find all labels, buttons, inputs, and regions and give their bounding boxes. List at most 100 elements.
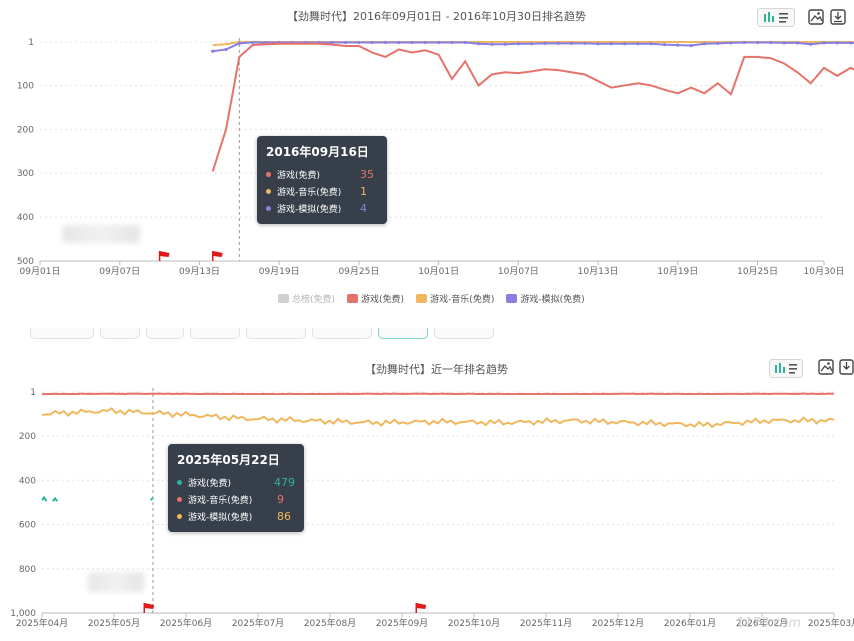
event-flag-icon [158,251,170,261]
legend-item[interactable]: 游戏-模拟(免费) [506,292,585,305]
y-tick-label: 400 [17,213,34,223]
chart1-title: 【劲舞时代】2016年09月01日 - 2016年10月30日排名趋势 [287,10,586,23]
y-tick-label: 200 [19,432,36,442]
x-tick-label: 2025年08月 [304,617,356,629]
data-point [437,40,441,45]
tab-pill[interactable] [100,328,140,339]
data-point [410,40,414,45]
legend-item[interactable]: 游戏(免费) [347,292,404,305]
data-point [782,41,786,45]
chart2-download[interactable] [838,358,854,376]
data-point [423,40,427,45]
data-point [742,40,746,45]
chart2-redacted-area [88,572,144,592]
event-flag-icon [415,603,427,613]
data-point [623,42,627,46]
image-save-icon [818,359,834,375]
x-tick-label: 2025年12月 [592,617,644,629]
x-tick-label: 2025年07月 [232,617,284,629]
series-line [52,496,59,502]
flag-cloth [144,603,155,609]
x-tick-label: 09月25日 [338,266,379,277]
legend-item[interactable]: 总榜(免费) [278,292,335,305]
x-tick-label: 2026年01月 [664,617,716,629]
data-point [251,40,255,45]
data-point [848,41,853,45]
flag-cloth [159,251,170,257]
tooltip-series-value: 9 [277,493,284,506]
y-tick-label: 300 [17,169,34,179]
x-tick-label: 2025年09月 [376,617,428,629]
data-point [383,40,388,45]
data-point [237,41,241,45]
tooltip-series-value: 479 [274,476,295,489]
chart1-bar-toggle[interactable] [757,8,795,27]
tooltip-row: 游戏-模拟(免费) 4 [266,200,378,217]
event-flag-icon [211,251,223,261]
tab-pill[interactable] [246,328,306,339]
series-dot-icon [177,480,182,485]
legend-swatch-icon [416,294,428,303]
period-tabs [30,328,494,339]
y-tick-label: 800 [19,565,36,575]
legend-item[interactable]: 游戏-音乐(免费) [416,292,494,305]
data-point [357,40,361,45]
y-tick-label: 1 [28,38,34,48]
data-point [689,43,693,48]
x-tick-label: 2025年11月 [520,617,572,629]
event-flag-icon [143,603,155,613]
x-tick-label: 10月13日 [578,266,619,277]
tab-pill[interactable] [30,328,94,339]
x-tick-label: 09月01日 [20,266,61,277]
chart2-save-image[interactable] [817,358,835,376]
tab-pill[interactable] [190,328,240,339]
data-point [716,41,720,45]
legend-swatch-icon [278,294,289,303]
chart2-title: 【劲舞时代】近一年排名趋势 [365,363,508,376]
x-tick-label: 2025年06月 [160,617,212,629]
x-tick-label: 10月30日 [804,266,845,277]
y-tick-label: 1 [30,388,36,398]
chart2-bar-toggle[interactable] [769,359,803,378]
download-icon [830,9,846,25]
data-point [596,42,600,46]
tooltip-series-label: 游戏-模拟(免费) [188,513,253,523]
series-dot-icon [266,206,271,211]
data-point [330,40,334,45]
data-point [822,41,826,45]
data-point [729,41,733,45]
y-tick-label: 1,000 [10,609,36,619]
chart1-download[interactable] [829,8,847,26]
data-point [569,41,574,45]
legend-swatch-icon [347,294,359,303]
series-line [41,407,835,429]
tab-pill[interactable] [312,328,372,339]
chart1-save-image[interactable] [807,8,825,26]
data-point [676,43,680,47]
tooltip-row: 游戏-音乐(免费) 9 [177,491,295,508]
y-tick-label: 200 [17,125,34,135]
tooltip-series-label: 游戏-音乐(免费) [277,188,342,198]
x-tick-label: 2025年04月 [16,617,68,629]
tooltip-date: 2025年05月22日 [177,453,280,467]
tooltip-series-label: 游戏(免费) [188,479,232,489]
series-line [41,392,835,396]
series-dot-icon [177,497,182,502]
site-watermark: 1173.com [736,616,801,631]
y-tick-label: 600 [19,521,36,531]
tab-pill[interactable] [146,328,184,339]
tab-pill-active[interactable] [378,328,428,339]
x-tick-label: 10月01日 [418,266,459,277]
tooltip-series-label: 游戏(免费) [277,171,321,181]
data-point [476,42,481,46]
y-tick-label: 500 [17,257,34,267]
flag-cloth [212,251,223,257]
tab-pill[interactable] [434,328,494,339]
x-tick-label: 10月07日 [498,266,539,277]
data-point [516,42,520,46]
data-point [556,41,560,45]
data-point [769,40,773,45]
chart1-tooltip: 2016年09月16日 游戏(免费) 35 游戏-音乐(免费) 1 游戏-模拟(免费) 4 [257,136,387,224]
